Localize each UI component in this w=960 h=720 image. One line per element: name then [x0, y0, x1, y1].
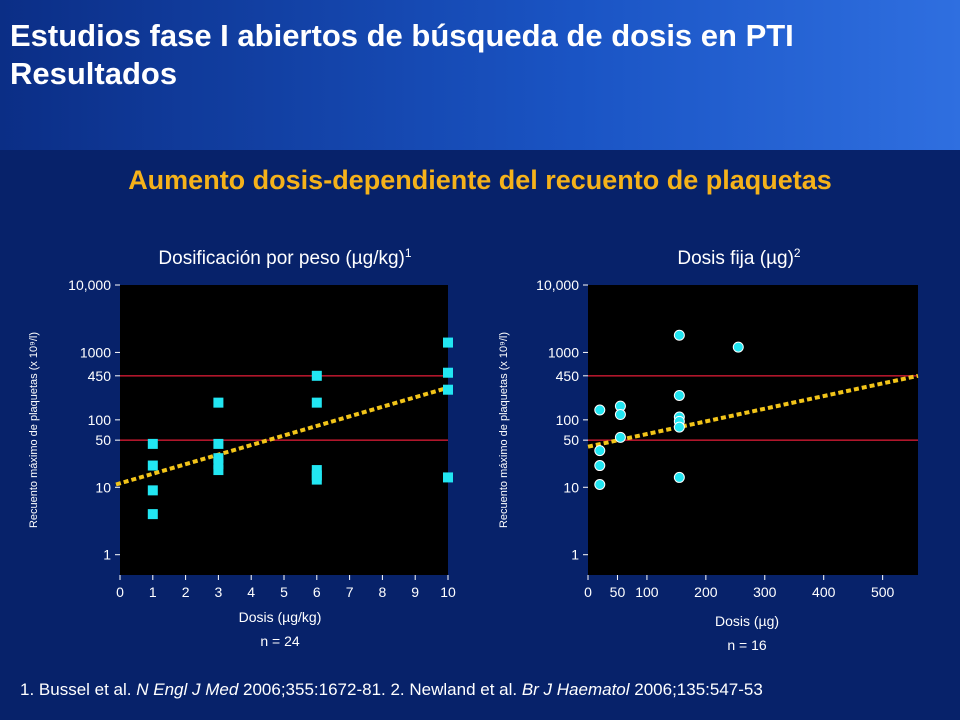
- sample-size-label: n = 24: [260, 633, 300, 649]
- data-point: [147, 438, 158, 449]
- plot-area: [588, 285, 918, 575]
- x-tick-label: 0: [116, 584, 124, 600]
- x-tick-label: 300: [753, 584, 777, 600]
- data-point: [213, 465, 224, 476]
- x-tick-label: 5: [280, 584, 288, 600]
- x-tick-label: 6: [313, 584, 321, 600]
- x-tick-label: 200: [694, 584, 718, 600]
- reference-1-journal: N Engl J Med: [136, 680, 239, 699]
- y-tick-label: 50: [95, 432, 111, 448]
- references: 1. Bussel et al. N Engl J Med 2006;355:1…: [20, 680, 763, 700]
- data-point: [732, 341, 744, 353]
- data-point: [594, 445, 606, 457]
- y-tick-label: 10,000: [536, 277, 579, 293]
- chart-title: Dosificación por peso (µg/kg)1: [158, 246, 411, 269]
- page-subtitle: Resultados: [10, 56, 178, 91]
- y-tick-label: 1000: [80, 344, 111, 360]
- reference-2-journal: Br J Haematol: [521, 680, 630, 699]
- x-axis-label: Dosis (µg): [715, 613, 779, 629]
- data-point: [443, 472, 453, 483]
- data-point: [213, 438, 224, 449]
- y-tick-label: 100: [88, 412, 112, 428]
- chart-title: Dosis fija (µg)2: [677, 246, 801, 269]
- x-tick-label: 500: [871, 584, 895, 600]
- data-point: [147, 509, 158, 520]
- y-tick-label: 1: [571, 547, 579, 563]
- reference-2-rest: 2006;135:547-53: [629, 680, 763, 699]
- data-point: [594, 460, 606, 472]
- chart-title-text: Dosificación por peso (µg/kg): [158, 248, 404, 269]
- y-tick-label: 450: [88, 368, 112, 384]
- data-point: [311, 397, 322, 408]
- data-point: [147, 485, 158, 496]
- slide-headline: Aumento dosis-dependiente del recuento d…: [128, 165, 832, 195]
- x-tick-label: 4: [247, 584, 255, 600]
- chart-fixed-dosing: Dosis fija (µg)2 1 10 50 100 450 1000 10,000 0 50…: [498, 246, 919, 653]
- data-point: [213, 453, 224, 464]
- data-point: [443, 384, 453, 395]
- plot-area: [120, 285, 448, 575]
- y-tick-label: 50: [563, 432, 579, 448]
- x-tick-label: 10: [440, 584, 456, 600]
- y-axis-label: Recuento máximo de plaquetas (x 10⁹/l): [498, 332, 510, 528]
- data-point: [673, 329, 685, 341]
- data-point: [213, 397, 224, 408]
- page-title: Estudios fase I abiertos de búsqueda de …: [10, 18, 794, 53]
- x-tick-label: 100: [635, 584, 659, 600]
- data-point: [614, 431, 626, 443]
- x-tick-label: 1: [149, 584, 157, 600]
- data-point: [213, 459, 224, 470]
- chart-title-footnote: 1: [405, 246, 412, 260]
- chart-title-text: Dosis fija (µg): [677, 248, 794, 269]
- trend-line: [115, 385, 449, 487]
- data-point: [311, 370, 322, 381]
- data-point: [311, 465, 322, 476]
- data-point: [594, 404, 606, 416]
- x-tick-label: 8: [379, 584, 387, 600]
- y-tick-label: 10: [563, 479, 579, 495]
- data-point: [311, 474, 322, 485]
- y-axis-label: Recuento máximo de plaquetas (x 10⁹/l): [28, 332, 40, 528]
- data-point: [673, 421, 685, 433]
- y-tick-label: 1: [103, 547, 111, 563]
- y-tick-label: 10,000: [68, 277, 111, 293]
- data-point: [147, 460, 158, 471]
- y-tick-label: 450: [556, 368, 580, 384]
- chart-title-footnote: 2: [794, 246, 801, 260]
- y-tick-label: 1000: [548, 344, 579, 360]
- trend-line: [587, 373, 919, 449]
- x-tick-label: 2: [182, 584, 190, 600]
- reference-1-prefix: 1. Bussel et al.: [20, 680, 137, 699]
- data-point: [443, 367, 453, 378]
- data-point: [443, 337, 453, 348]
- header-bar: Estudios fase I abiertos de búsqueda de …: [0, 0, 960, 150]
- data-point: [673, 471, 685, 483]
- chart-weight-based-dosing: Dosificación por peso (µg/kg)11105010045…: [28, 246, 456, 649]
- data-point: [673, 389, 685, 401]
- y-tick-label: 10: [95, 479, 111, 495]
- x-tick-label: 400: [812, 584, 836, 600]
- x-tick-label: 0: [584, 584, 592, 600]
- x-tick-label: 50: [610, 584, 626, 600]
- x-tick-label: 9: [411, 584, 419, 600]
- data-point: [594, 478, 606, 490]
- x-tick-label: 3: [215, 584, 223, 600]
- reference-1-rest: 2006;355:1672-81. 2. Newland et al.: [238, 680, 522, 699]
- y-tick-label: 100: [556, 412, 580, 428]
- sample-size-label: n = 16: [727, 637, 767, 653]
- x-tick-label: 7: [346, 584, 354, 600]
- data-point: [614, 409, 626, 421]
- x-axis-label: Dosis (µg/kg): [239, 609, 322, 625]
